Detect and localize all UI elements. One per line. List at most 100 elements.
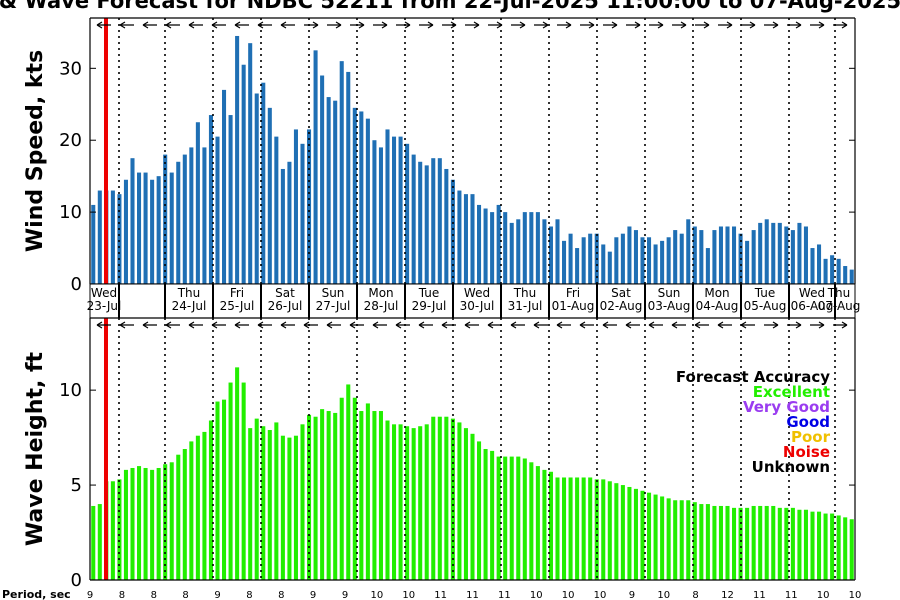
bar [679, 233, 684, 284]
bar [392, 424, 397, 580]
bar [411, 428, 416, 580]
period-value: 8 [182, 590, 188, 600]
bar [810, 248, 815, 284]
period-value: 8 [692, 590, 698, 600]
bar [692, 502, 697, 580]
bar [548, 226, 553, 284]
bar [575, 248, 580, 284]
bar [725, 505, 730, 580]
bar [215, 136, 220, 284]
direction-arrow [625, 321, 640, 329]
legend-item: Good [786, 413, 830, 431]
bar [91, 204, 96, 284]
bar [123, 179, 128, 284]
bar [633, 488, 638, 580]
period-value: 10 [371, 590, 384, 600]
bar [751, 230, 756, 284]
direction-arrow [764, 21, 779, 29]
bar [130, 158, 135, 284]
direction-arrow [671, 321, 686, 329]
y-tick-label: 0 [71, 274, 82, 295]
bar [150, 469, 155, 580]
direction-arrow [579, 321, 594, 329]
direction-arrow [188, 321, 203, 329]
bar [274, 422, 279, 580]
bar [326, 411, 331, 580]
chart-title: & Wave Forecast for NDBC 52211 from 22-J… [0, 0, 900, 13]
bar [437, 416, 442, 580]
bar [509, 456, 514, 580]
bar [163, 154, 168, 284]
bar [156, 467, 161, 580]
direction-arrow [833, 21, 848, 29]
legend-item: Poor [791, 428, 831, 446]
direction-arrow [234, 321, 249, 329]
direction-arrow [510, 321, 525, 329]
direction-arrow [419, 21, 434, 29]
bar [378, 147, 383, 284]
bar [405, 426, 410, 580]
bar [267, 430, 272, 580]
period-value: 9 [87, 590, 93, 600]
bar [758, 222, 763, 284]
bar [424, 424, 429, 580]
direction-arrow [833, 321, 848, 329]
direction-arrow [96, 21, 111, 29]
period-value: 9 [629, 590, 635, 600]
direction-arrow [626, 21, 641, 29]
bar [777, 507, 782, 580]
bar [503, 456, 508, 580]
direction-arrow [142, 321, 157, 329]
bar [437, 158, 442, 284]
date-label: 02-Aug [600, 299, 643, 313]
bar [385, 129, 390, 284]
bar [758, 505, 763, 580]
bar [254, 418, 259, 580]
direction-arrow [165, 321, 180, 329]
day-name-label: Sun [658, 286, 681, 300]
legend-item: Excellent [753, 383, 830, 401]
bar [143, 467, 148, 580]
bar [261, 426, 266, 580]
bar [208, 420, 213, 580]
bar [843, 517, 848, 580]
bar [509, 222, 514, 284]
bar [261, 82, 266, 284]
bar [156, 176, 161, 284]
day-name-label: Sun [322, 286, 345, 300]
y-tick-label: 0 [71, 570, 82, 591]
bar [130, 467, 135, 580]
bar [797, 222, 802, 284]
bar [457, 190, 462, 284]
date-label: 31-Jul [508, 299, 543, 313]
direction-arrow [603, 21, 618, 29]
bar [424, 165, 429, 284]
bar [431, 416, 436, 580]
bar [673, 230, 678, 284]
direction-arrow [304, 21, 319, 29]
direction-arrow [787, 21, 802, 29]
direction-arrow [694, 321, 709, 329]
day-name-label: Thu [177, 286, 201, 300]
bar [542, 219, 547, 284]
period-value: 9 [214, 590, 220, 600]
date-label: 26-Jul [268, 299, 303, 313]
bar [496, 456, 501, 580]
direction-arrow [188, 21, 203, 29]
direction-arrow [303, 321, 318, 329]
day-name-label: Sat [611, 286, 631, 300]
bar [810, 511, 815, 580]
day-name-label: Thu [513, 286, 537, 300]
bar [777, 222, 782, 284]
bar [601, 479, 606, 580]
direction-arrow [810, 321, 825, 329]
bar [823, 258, 828, 284]
direction-arrow [234, 21, 249, 29]
direction-arrow [740, 321, 755, 329]
bar [784, 226, 789, 284]
bar [346, 384, 351, 580]
bar [581, 477, 586, 580]
bar [208, 115, 213, 284]
bar [365, 118, 370, 285]
bar [300, 143, 305, 284]
